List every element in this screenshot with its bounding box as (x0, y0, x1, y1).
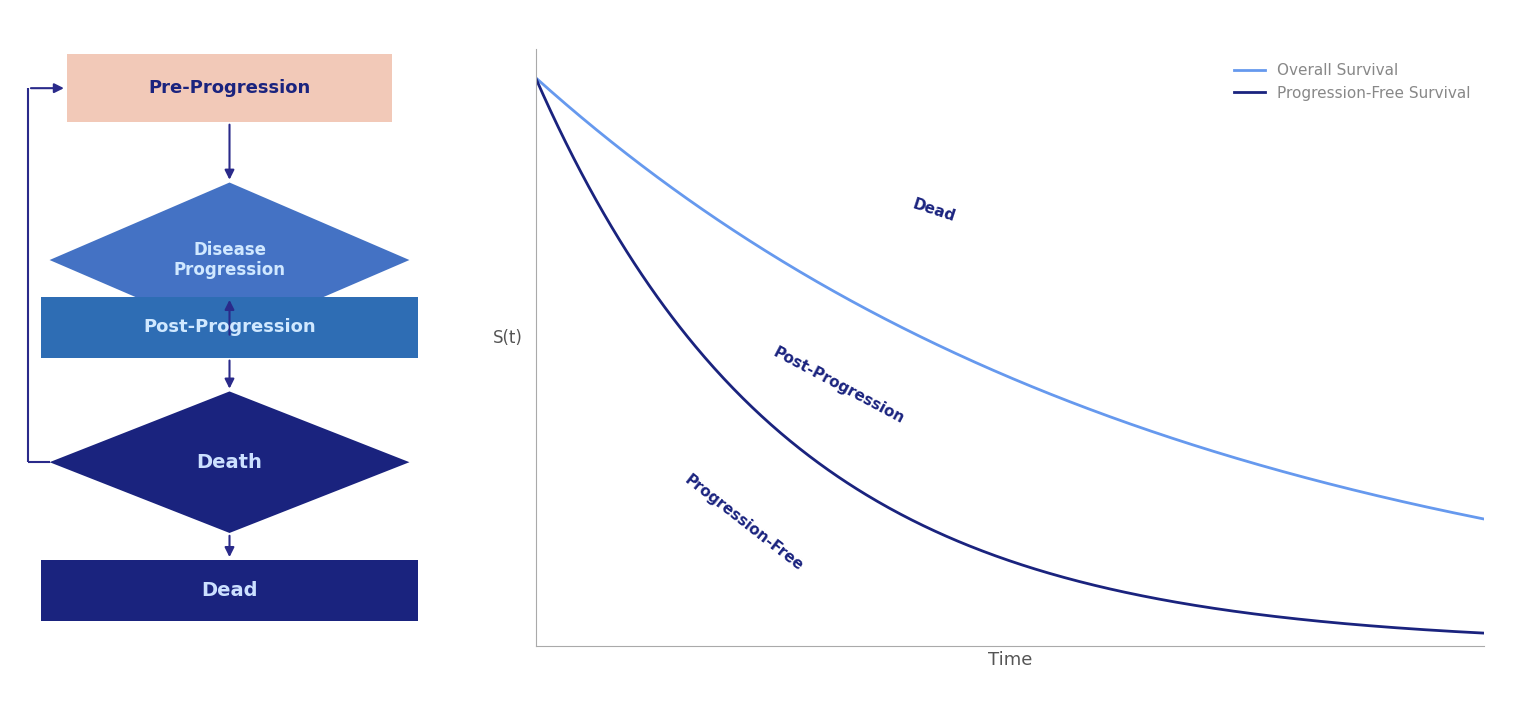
Progression-Free Survival (1091, 583, 1109, 591)
Progression-Free Survival (1452, 628, 1470, 636)
Line: Overall Survival: Overall Survival (536, 77, 1484, 519)
Text: Dead: Dead (910, 197, 958, 225)
Progression-Free Survival (1039, 569, 1057, 577)
FancyBboxPatch shape (41, 297, 418, 358)
Text: Dead: Dead (202, 581, 257, 600)
Progression-Free Survival (526, 73, 545, 81)
Polygon shape (49, 392, 410, 533)
Overall Survival (1091, 409, 1109, 417)
Line: Progression-Free Survival: Progression-Free Survival (536, 77, 1484, 633)
Text: Disease
Progression: Disease Progression (173, 241, 286, 279)
Text: Pre-Progression: Pre-Progression (148, 79, 311, 97)
Text: Progression-Free: Progression-Free (682, 472, 806, 574)
Progression-Free Survival (1304, 616, 1322, 625)
Overall Survival (976, 363, 994, 371)
Progression-Free Survival (982, 550, 1001, 559)
Text: Post-Progression: Post-Progression (771, 345, 907, 427)
Progression-Free Survival (1475, 629, 1493, 637)
Overall Survival (1475, 515, 1493, 523)
Text: Death: Death (196, 453, 263, 472)
Progression-Free Survival (976, 548, 994, 557)
X-axis label: Time: Time (987, 651, 1033, 670)
FancyBboxPatch shape (41, 560, 418, 621)
Overall Survival (1452, 510, 1470, 519)
Overall Survival (982, 366, 1001, 374)
Polygon shape (49, 183, 410, 338)
Y-axis label: S(t): S(t) (493, 329, 523, 347)
FancyBboxPatch shape (67, 55, 392, 122)
Overall Survival (1304, 475, 1322, 484)
Legend: Overall Survival, Progression-Free Survival: Overall Survival, Progression-Free Survi… (1229, 57, 1476, 107)
Text: Post-Progression: Post-Progression (144, 319, 315, 336)
Overall Survival (1039, 389, 1057, 397)
Overall Survival (526, 73, 545, 81)
